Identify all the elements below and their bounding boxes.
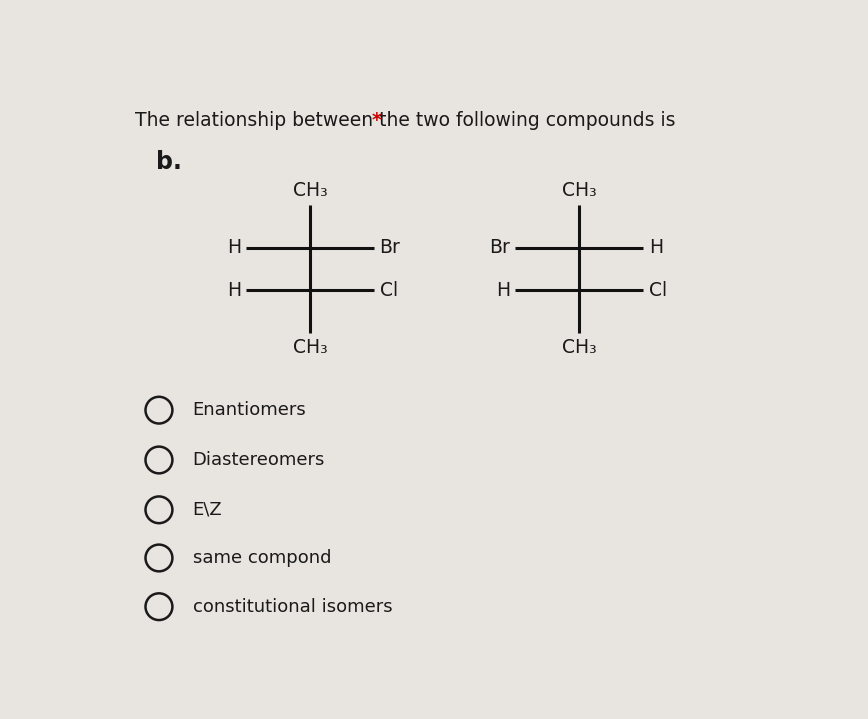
Text: CH₃: CH₃: [293, 180, 328, 200]
Text: H: H: [496, 280, 510, 300]
Text: Enantiomers: Enantiomers: [193, 401, 306, 419]
Text: Diastereomers: Diastereomers: [193, 451, 325, 469]
Text: Br: Br: [379, 239, 400, 257]
Text: H: H: [227, 280, 241, 300]
Text: The relationship between the two following compounds is: The relationship between the two followi…: [135, 111, 688, 130]
Text: H: H: [648, 239, 663, 257]
Text: Br: Br: [490, 239, 510, 257]
Text: Cl: Cl: [648, 280, 667, 300]
Text: same compond: same compond: [193, 549, 331, 567]
Text: CH₃: CH₃: [293, 338, 328, 357]
Text: E\Z: E\Z: [193, 501, 222, 519]
Text: CH₃: CH₃: [562, 338, 597, 357]
Text: CH₃: CH₃: [562, 180, 597, 200]
Text: *: *: [372, 111, 381, 130]
Text: Cl: Cl: [379, 280, 398, 300]
Text: b.: b.: [155, 150, 181, 174]
Text: constitutional isomers: constitutional isomers: [193, 597, 392, 615]
Text: H: H: [227, 239, 241, 257]
